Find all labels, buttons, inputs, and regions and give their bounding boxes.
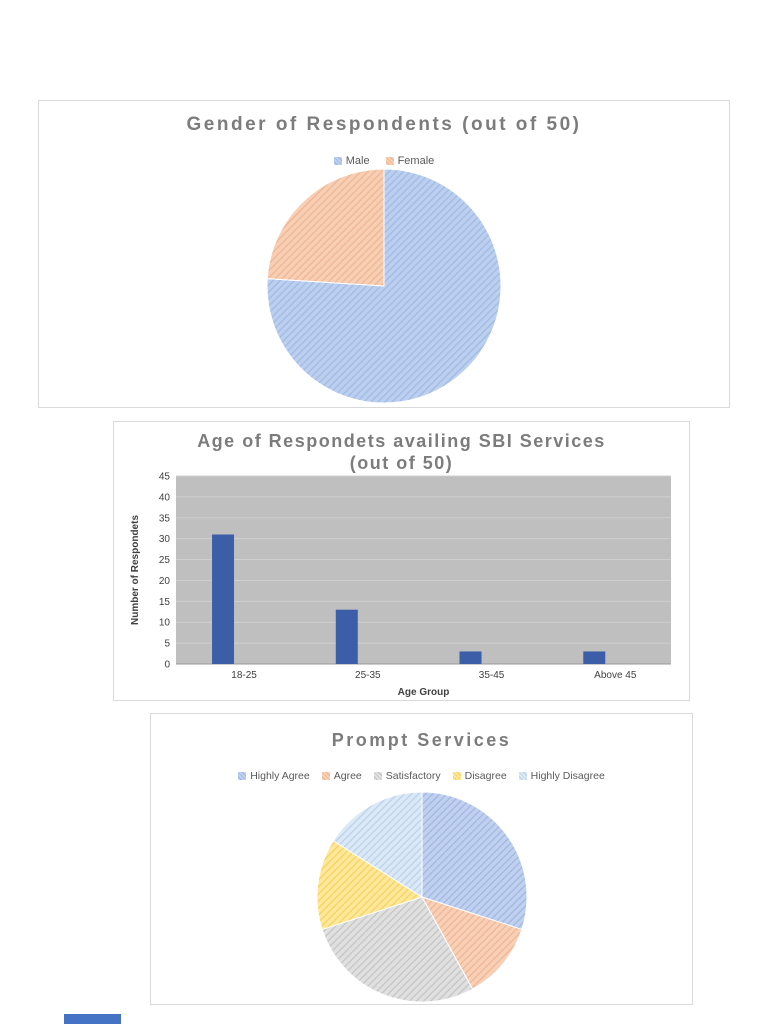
age-bar-chart-panel: Age of Respondets availing SBI Services … [113,421,690,701]
legend-marker-icon [238,772,247,780]
x-axis-title: Age Group [398,687,450,698]
y-tick-label: 15 [159,597,171,608]
pie-chart [315,790,529,1009]
y-tick-label: 10 [159,618,171,629]
legend-marker-icon [518,772,527,780]
prompt-services-pie-chart-panel: Prompt Services Highly Agree Agree Satisfa… [150,713,693,1005]
chart-legend: Highly Agree Agree Satisfactory Disagree Hig… [151,770,692,782]
y-tick-label: 35 [159,513,171,524]
legend-item-highly-disagree: Highly Disagree [518,770,605,782]
bar-chart: 0 5 10 15 20 25 30 35 40 45 18-25 25-35 35-45 Above 4… [114,472,691,700]
bar-18-25 [212,534,235,664]
bar-chart-svg: 0 5 10 15 20 25 30 35 40 45 18-25 25-35 35-45 Above 4… [130,472,671,698]
y-tick-label: 40 [159,492,171,503]
y-tick-label: 30 [159,534,171,545]
pie-slice-highly-agree [421,791,527,931]
gender-pie-chart-panel: Gender of Respondents (out of 50) Male Fe… [38,100,730,408]
legend-label: Highly Agree [250,770,310,782]
y-tick-label: 45 [159,472,171,483]
legend-marker-icon [333,157,342,165]
x-tick-label: 18-25 [231,670,257,681]
legend-item-female: Female [385,155,435,167]
legend-marker-icon [452,772,461,780]
partial-blue-bar [64,1014,121,1024]
pie-svg [266,168,502,404]
pie-svg [316,791,527,1003]
x-tick-label: Above 45 [594,670,637,681]
legend-item-agree: Agree [321,770,362,782]
bar-25-35 [335,609,358,664]
legend-marker-icon [373,772,382,780]
pie-slice-satisfactory [321,896,473,1003]
chart-legend: Male Female [39,155,729,167]
y-tick-label: 5 [164,639,170,650]
y-tick-label: 0 [164,660,170,671]
legend-label: Satisfactory [385,770,441,782]
pie-slice-female [266,168,385,287]
legend-label: Female [397,155,435,167]
bar-35-45 [459,651,482,664]
y-axis-title: Number of Respondets [130,515,141,625]
legend-item-highly-agree: Highly Agree [238,770,310,782]
pie-slice-agree [420,896,522,990]
y-tick-label: 20 [159,576,171,587]
chart-title: Gender of Respondents (out of 50) [186,114,582,135]
legend-label: Agree [333,770,362,782]
legend-marker-icon [321,772,330,780]
pie-slice-highly-disagree [332,791,422,898]
x-tick-label: 35-45 [479,670,505,681]
y-tick-label: 25 [159,555,171,566]
legend-label: Male [345,155,370,167]
chart-title: Age of Respondets availing SBI Services … [197,431,606,473]
legend-item-male: Male [333,155,370,167]
plot-area [176,476,671,664]
x-tick-label: 25-35 [355,670,381,681]
legend-marker-icon [385,157,394,165]
legend-item-disagree: Disagree [452,770,507,782]
chart-title: Prompt Services [331,730,512,750]
pie-slice-male [266,168,502,404]
legend-label: Highly Disagree [530,770,605,782]
legend-item-satisfactory: Satisfactory [373,770,441,782]
pie-chart [265,167,503,410]
legend-label: Disagree [464,770,507,782]
pie-slice-disagree [316,840,423,931]
bar-above-45 [583,651,606,664]
